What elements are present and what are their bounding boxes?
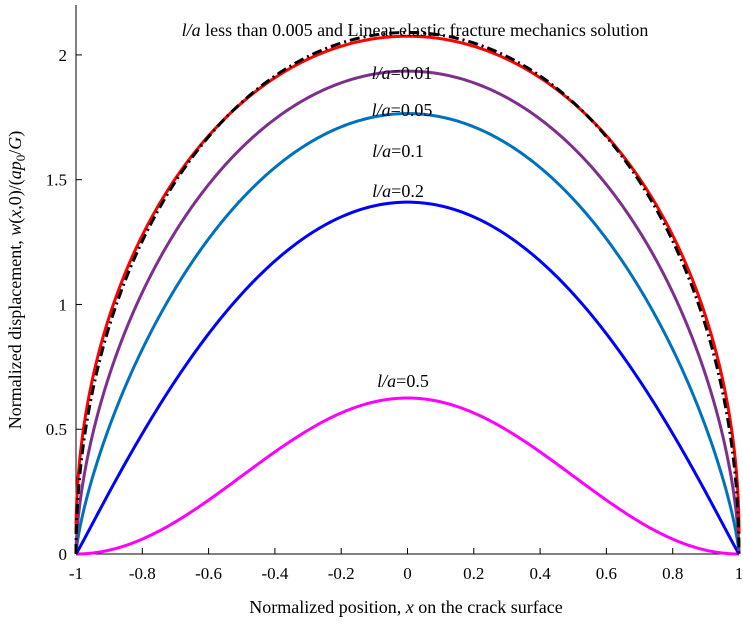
axis-ticks: -1 -0.8 -0.6 -0.4 -0.2 0 0.2 0.4 0.6 0.8 1 0 0.5 1 1.5… (46, 46, 743, 583)
series-line (74, 69, 741, 555)
x-tick-label: -0.4 (261, 564, 288, 583)
x-tick-label: -1 (69, 564, 83, 583)
y-tick-label: 2 (59, 46, 68, 65)
x-tick-label: 1 (735, 564, 743, 583)
y-tick-label: 1.5 (46, 171, 67, 190)
y-tick-label: 0.5 (46, 420, 67, 439)
series-line (74, 30, 741, 555)
x-tick-label: -0.8 (129, 564, 156, 583)
y-tick-label: 0 (59, 545, 68, 564)
x-tick-label: 0 (403, 564, 412, 583)
x-tick-label: -0.6 (195, 564, 222, 583)
annotation-la-0.1: l/a=0.1 (372, 141, 424, 161)
x-axis-label: Normalized position, x on the crack surf… (249, 597, 562, 617)
x-tick-label: 0.6 (596, 564, 617, 583)
annotation-la-0.05: l/a=0.05 (372, 100, 433, 120)
series-line (74, 200, 741, 556)
y-axis-label: Normalized displacement, w(x,0)/(ap0/G) (5, 131, 28, 429)
y-tick-label: 1 (59, 295, 68, 314)
series-line (74, 396, 741, 556)
series-layer (74, 30, 741, 556)
annotation-lefm: l/a less than 0.005 and Linear elastic f… (182, 20, 649, 40)
x-tick-label: 0.4 (529, 564, 551, 583)
x-tick-label: 0.2 (463, 564, 484, 583)
annotation-la-0.2: l/a=0.2 (372, 181, 424, 201)
x-tick-label: -0.2 (328, 564, 355, 583)
annotation-la-0.5: l/a=0.5 (377, 371, 429, 391)
series-line (74, 34, 741, 535)
series-line (74, 112, 741, 556)
annotation-la-0.01: l/a=0.01 (372, 63, 433, 83)
x-tick-label: 0.8 (662, 564, 683, 583)
